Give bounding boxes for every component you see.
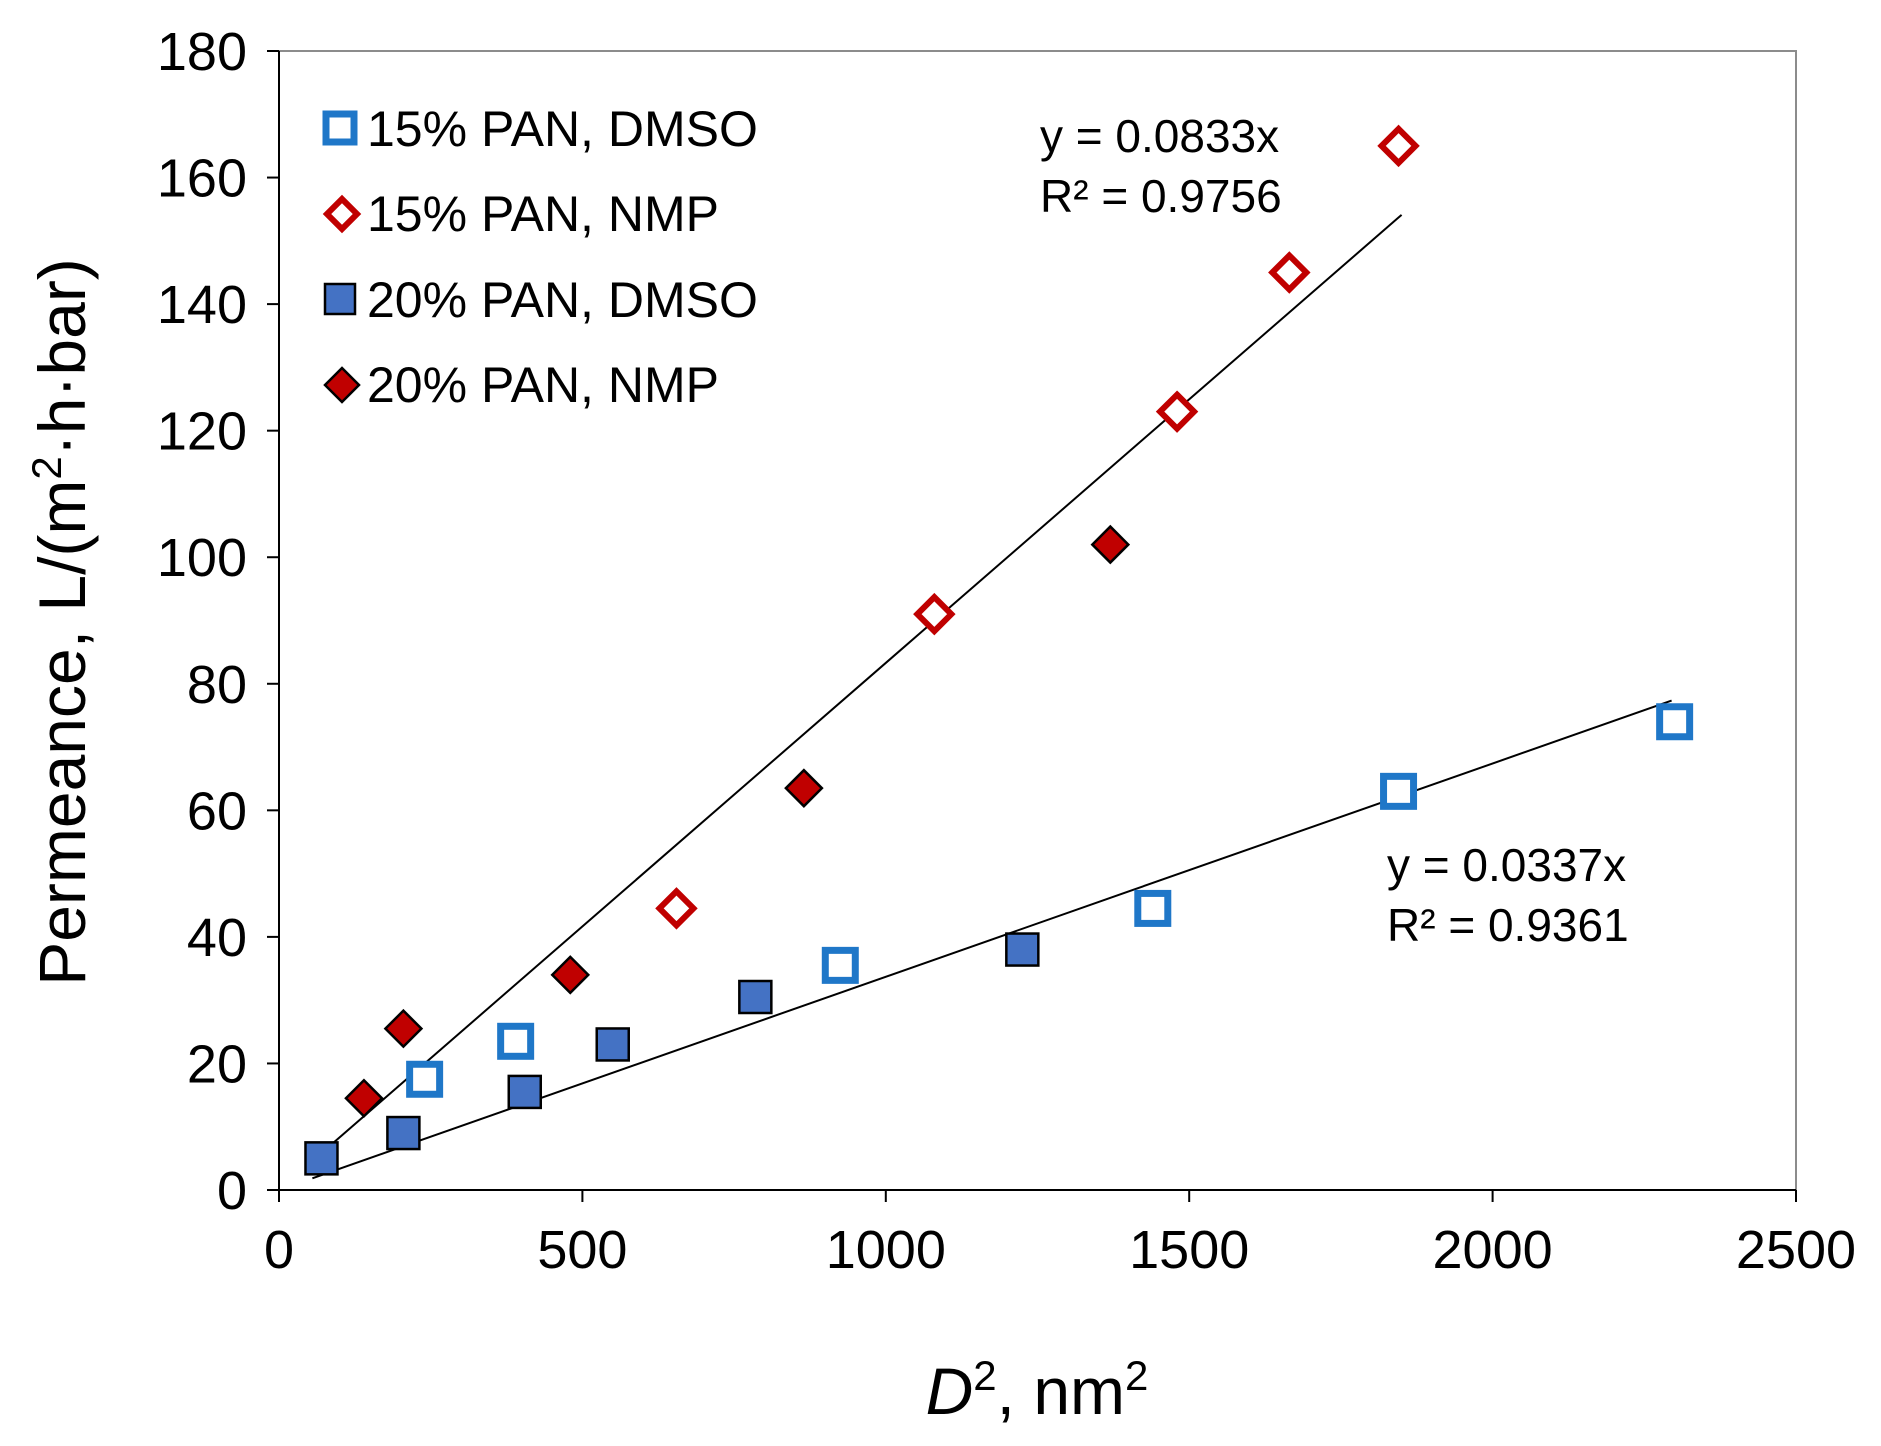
data-point-diamond-filled	[550, 955, 591, 995]
y-tick-label: 100	[157, 528, 247, 588]
x-tick-label: 500	[537, 1220, 627, 1280]
data-point-diamond-filled	[344, 1078, 384, 1119]
y-tick-label: 120	[157, 402, 247, 462]
data-point-square-open	[497, 1022, 535, 1060]
legend-item-20-pan-dmso: 20% PAN, DMSO	[323, 272, 758, 328]
legend-marker-diamond-open	[322, 194, 362, 234]
data-point-diamond-open	[1155, 390, 1199, 433]
trendline-equation-nmp: y = 0.0833x R² = 0.9756	[1040, 110, 1282, 222]
y-tick-label: 80	[187, 655, 247, 715]
legend-label: 20% PAN, NMP	[367, 357, 719, 413]
data-point-square-open	[406, 1060, 444, 1098]
y-tick-label: 140	[157, 275, 247, 335]
data-point-diamond-filled	[1090, 524, 1131, 565]
data-point-square-filled	[595, 1027, 630, 1062]
legend-label: 20% PAN, DMSO	[367, 272, 758, 328]
data-point-square-open	[1380, 772, 1418, 810]
legend-item-15-pan-dmso: 15% PAN, DMSO	[322, 101, 758, 157]
x-tick-label: 2500	[1736, 1220, 1856, 1280]
y-tick-label: 20	[187, 1034, 247, 1094]
data-point-diamond-filled	[784, 768, 824, 808]
legend-label: 15% PAN, NMP	[367, 186, 719, 242]
trendline	[311, 214, 1403, 1162]
y-tick-label: 40	[187, 908, 247, 968]
data-point-diamond-open	[1377, 124, 1420, 168]
x-axis-label: D2, nm2	[926, 1352, 1149, 1428]
legend-marker-square-open	[322, 110, 358, 146]
trendline-r-squared: R² = 0.9361	[1387, 899, 1629, 951]
trendline-equation-dmso: y = 0.0337x R² = 0.9361	[1387, 839, 1629, 951]
y-axis-ticks: 0 20 40 60 80 100 120 140 160 180	[157, 22, 279, 1221]
data-point-diamond-open	[913, 592, 956, 636]
x-tick-label: 0	[264, 1220, 294, 1280]
legend-item-20-pan-nmp: 20% PAN, NMP	[323, 357, 719, 413]
trendline-equation: y = 0.0833x	[1040, 110, 1279, 162]
data-point-diamond-open	[655, 887, 698, 930]
data-point-diamond-open	[1268, 251, 1311, 294]
data-point-square-open	[1134, 889, 1172, 927]
y-tick-label: 180	[157, 22, 247, 82]
data-points	[304, 124, 1694, 1176]
data-point-square-filled	[386, 1115, 421, 1151]
x-tick-label: 1000	[826, 1220, 946, 1280]
data-point-square-filled	[1005, 932, 1040, 967]
trendline-equation: y = 0.0337x	[1387, 839, 1626, 891]
legend-label: 15% PAN, DMSO	[367, 101, 758, 157]
y-tick-label: 160	[157, 149, 247, 209]
x-axis-ticks: 0 500 1000 1500 2000 2500	[264, 1190, 1856, 1280]
data-point-square-filled	[304, 1141, 339, 1176]
plot-area	[278, 50, 1797, 1191]
legend-marker-diamond-filled	[323, 366, 361, 404]
data-point-square-open	[821, 946, 859, 984]
legend-marker-square-filled	[323, 282, 357, 316]
trendline-r-squared: R² = 0.9756	[1040, 170, 1282, 222]
x-tick-label: 2000	[1433, 1220, 1553, 1280]
data-point-square-filled	[507, 1074, 543, 1110]
legend: 15% PAN, DMSO 15% PAN, NMP 20% PAN, DMSO…	[322, 101, 758, 413]
y-axis-label: Permeance, L/(m2·h·bar)	[23, 258, 99, 986]
x-tick-label: 1500	[1129, 1220, 1249, 1280]
data-point-square-filled	[738, 979, 773, 1015]
y-tick-label: 60	[187, 781, 247, 841]
data-point-diamond-filled	[383, 1008, 424, 1049]
legend-item-15-pan-nmp: 15% PAN, NMP	[322, 186, 719, 242]
y-tick-label: 0	[217, 1161, 247, 1221]
data-point-square-open	[1656, 703, 1694, 741]
